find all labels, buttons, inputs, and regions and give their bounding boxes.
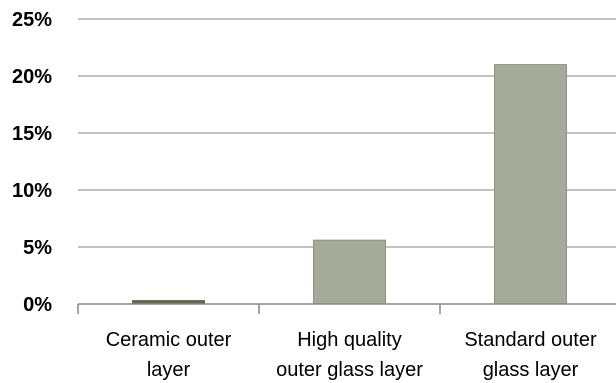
bars <box>132 64 567 305</box>
category-label: Standard outer glass layer <box>464 329 597 381</box>
y-tick-labels: 0% 5% 10% 15% 20% 25% <box>12 9 52 316</box>
y-tick-label: 25% <box>12 9 52 31</box>
bar <box>494 64 567 305</box>
category-label: Ceramic outer layer <box>106 329 232 381</box>
axes <box>77 303 616 314</box>
category-label: High quality outer glass layer <box>276 329 423 381</box>
y-tick-label: 20% <box>12 66 52 88</box>
bar <box>313 239 386 305</box>
y-tick-label: 15% <box>12 123 52 145</box>
category-labels: Ceramic outer layer High quality outer glas… <box>106 329 597 381</box>
y-tick-label: 0% <box>23 294 52 316</box>
y-tick-label: 5% <box>23 237 52 259</box>
y-tick-label: 10% <box>12 180 52 202</box>
